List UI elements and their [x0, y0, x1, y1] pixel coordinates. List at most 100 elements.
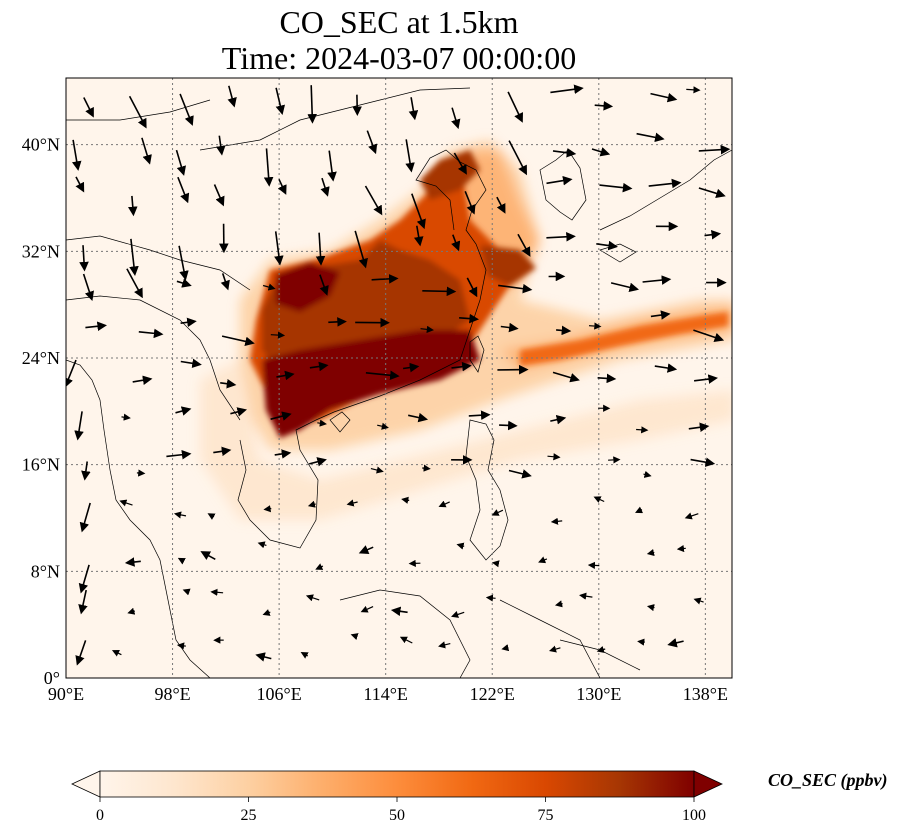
wind-arrow: [270, 411, 292, 421]
wind-arrow: [319, 274, 329, 296]
wind-arrow: [221, 335, 255, 347]
wind-arrow: [550, 517, 563, 525]
wind-arrow: [309, 457, 327, 467]
wind-arrow: [451, 107, 461, 130]
wind-arrow: [694, 374, 718, 384]
wind-arrow: [399, 636, 413, 644]
wind-arrow: [175, 149, 186, 176]
wind-arrow: [588, 322, 602, 330]
wind-arrow: [215, 135, 226, 156]
x-axis-ticks: 90°E 98°E 106°E 114°E 122°E 130°E 138°E: [48, 684, 728, 704]
colorbar-tick-label: 0: [96, 807, 104, 824]
y-tick-label: 0°: [44, 668, 60, 688]
colorbar-tick-label: 75: [538, 807, 554, 824]
wind-arrow: [599, 182, 633, 193]
wind-arrow: [451, 611, 465, 618]
wind-arrow: [508, 140, 527, 176]
wind-arrow: [499, 420, 518, 431]
wind-arrow: [127, 607, 136, 615]
wind-arrow: [643, 470, 652, 478]
wind-arrow: [230, 407, 248, 417]
wind-arrow: [390, 606, 408, 617]
wind-arrow: [422, 464, 431, 472]
wind-arrow: [315, 563, 324, 570]
wind-arrow: [210, 588, 224, 596]
wind-arrow: [579, 592, 593, 600]
wind-arrow: [270, 331, 286, 339]
x-tick-label: 90°E: [48, 684, 84, 704]
wind-arrow: [693, 329, 725, 342]
wind-arrow: [176, 642, 186, 650]
wind-arrow: [676, 544, 686, 553]
wind-arrow: [350, 633, 359, 640]
wind-arrow: [255, 652, 272, 662]
wind-arrow: [138, 328, 164, 339]
wind-arrow: [371, 274, 399, 284]
wind-arrow: [121, 413, 131, 421]
wind-arrow: [307, 500, 316, 508]
map-frame: [65, 77, 733, 679]
y-tick-label: 8°N: [31, 561, 60, 581]
wind-arrow: [466, 277, 478, 298]
wind-arrow: [408, 97, 419, 121]
wind-arrow: [166, 449, 192, 460]
wind-arrow: [180, 358, 202, 369]
x-tick-label: 138°E: [683, 684, 728, 704]
wind-arrow: [593, 496, 605, 503]
wind-arrow: [126, 268, 143, 299]
wind-arrow: [654, 363, 678, 373]
wind-arrow: [128, 95, 147, 129]
y-tick-label: 24°N: [22, 348, 60, 368]
wind-arrow: [74, 411, 84, 441]
colorbar-tick-label: 100: [682, 807, 706, 824]
wind-arrow: [402, 362, 420, 373]
wind-arrow: [646, 548, 655, 557]
wind-arrow: [377, 422, 389, 430]
wind-arrow: [464, 191, 476, 215]
wind-arrow: [79, 245, 89, 272]
coastlines: [66, 87, 732, 678]
wind-arrow: [315, 232, 326, 266]
wind-arrow: [111, 650, 122, 657]
wind-arrow: [263, 505, 272, 513]
wind-arrow: [496, 196, 506, 214]
wind-arrow: [501, 644, 510, 652]
wind-arrow: [690, 457, 716, 467]
plume-core: [250, 150, 728, 438]
wind-arrow: [124, 557, 141, 567]
wind-arrow: [346, 499, 358, 507]
wind-arrow: [364, 185, 383, 216]
wind-arrow: [684, 512, 699, 520]
wind-arrow: [453, 152, 467, 175]
wind-arrow: [610, 282, 640, 293]
wind-arrow: [438, 500, 450, 508]
wind-arrow: [119, 499, 133, 507]
wind-arrow: [548, 645, 561, 653]
wind-arrow: [365, 370, 400, 381]
wind-arrow: [468, 410, 491, 420]
wind-arrow: [438, 641, 451, 649]
wind-arrow: [274, 449, 292, 459]
wind-arrow: [220, 378, 237, 389]
wind-arrow: [698, 187, 726, 199]
colorbar-title: CO_SEC (ppbv): [768, 770, 888, 790]
wind-arrow: [405, 139, 415, 173]
wind-arrow: [546, 175, 573, 186]
wind-arrow: [180, 317, 197, 328]
wind-arrow: [500, 322, 519, 333]
plot-title: CO_SEC at 1.5km Time: 2024-03-07 00:00:0…: [66, 4, 732, 76]
wind-arrow: [667, 638, 684, 648]
wind-arrow: [66, 359, 77, 388]
wind-arrow: [263, 148, 274, 187]
wind-arrow: [82, 273, 94, 302]
wind-arrow: [213, 446, 232, 457]
wind-arrow: [360, 605, 374, 613]
wind-arrow: [411, 193, 426, 230]
x-tick-label: 106°E: [257, 684, 302, 704]
wind-arrow: [401, 496, 410, 504]
wind-arrow: [328, 317, 347, 327]
wind-arrow: [451, 234, 461, 252]
wind-arrow: [75, 640, 87, 666]
wind-arrow: [508, 469, 532, 479]
